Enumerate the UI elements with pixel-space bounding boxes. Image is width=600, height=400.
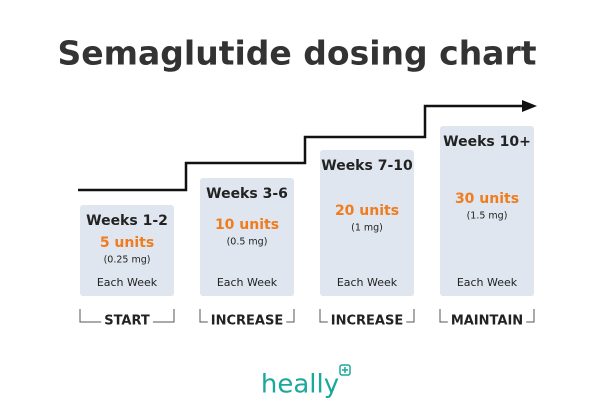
step-box — [80, 205, 174, 296]
dose-mg: (1 mg) — [351, 223, 383, 234]
weeks: Weeks 3-6 — [206, 186, 288, 202]
frequency: Each Week — [457, 276, 518, 289]
step-box — [320, 150, 414, 296]
logo-plus — [342, 367, 348, 373]
weeks: Weeks 7-10 — [321, 158, 413, 174]
step-box — [440, 126, 534, 296]
dose-mg: (0.25 mg) — [104, 255, 151, 266]
dose: 5 units — [100, 235, 154, 251]
dose-mg: (1.5 mg) — [467, 211, 508, 222]
dose: 10 units — [215, 217, 279, 233]
frequency: Each Week — [97, 276, 158, 289]
frequency: Each Week — [337, 276, 398, 289]
dose-mg: (0.5 mg) — [227, 237, 268, 248]
title: Semaglutide dosing chart — [57, 34, 536, 73]
steps: Weeks 1-2 5 units (0.25 mg) Each Week START W… — [79, 126, 535, 329]
phase-label: MAINTAIN — [451, 314, 523, 329]
dose: 30 units — [455, 191, 519, 207]
phase-label: INCREASE — [211, 314, 283, 329]
label-bg — [101, 314, 153, 328]
weeks: Weeks 10+ — [443, 134, 531, 150]
weeks: Weeks 1-2 — [86, 213, 168, 229]
frequency: Each Week — [217, 276, 278, 289]
dose: 20 units — [335, 203, 399, 219]
phase-label: START — [104, 314, 150, 329]
label-bg — [327, 314, 407, 328]
label-bg — [447, 314, 527, 328]
logo-icon — [339, 364, 351, 376]
stair-line — [78, 104, 524, 192]
label-bg — [207, 314, 287, 328]
phase-label: INCREASE — [331, 314, 403, 329]
step-box — [200, 178, 294, 296]
arrow-head — [522, 100, 537, 112]
logo: heally — [261, 370, 339, 400]
